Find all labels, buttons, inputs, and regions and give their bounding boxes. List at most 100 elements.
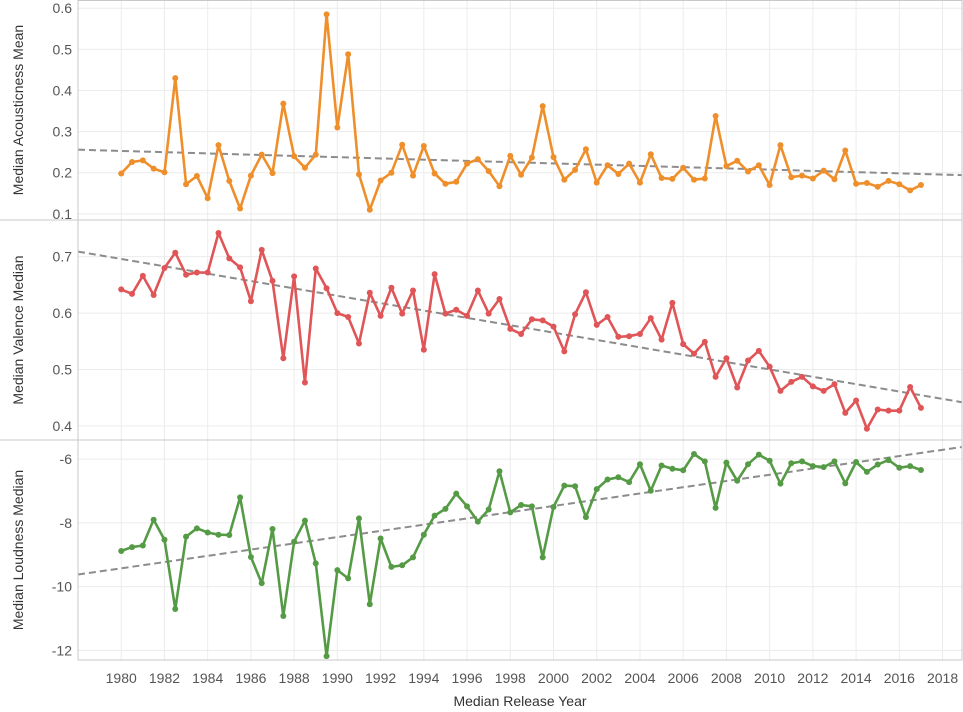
data-point — [215, 531, 222, 538]
data-point — [788, 174, 795, 181]
data-point — [690, 176, 697, 183]
data-point — [442, 310, 449, 317]
data-point — [226, 177, 233, 184]
y-axis-title: Median Valence Median — [10, 255, 26, 404]
data-point — [204, 529, 211, 536]
data-point — [118, 170, 125, 177]
data-point — [237, 205, 244, 212]
data-point — [842, 480, 849, 487]
y-axis-title: Median Loudness Median — [10, 470, 26, 630]
data-point — [582, 289, 589, 296]
data-point — [172, 75, 179, 82]
data-point — [345, 51, 352, 58]
data-point — [399, 562, 406, 569]
data-point — [809, 463, 816, 470]
plot-frame — [77, 0, 963, 661]
data-point — [129, 544, 136, 551]
data-point — [788, 378, 795, 385]
data-point — [399, 141, 406, 148]
data-point — [280, 355, 287, 362]
data-point — [561, 482, 568, 489]
data-point — [323, 285, 330, 292]
data-point — [917, 466, 924, 473]
data-point — [593, 486, 600, 493]
data-point — [809, 383, 816, 390]
data-point — [831, 176, 838, 183]
data-point — [690, 451, 697, 458]
data-point — [550, 154, 557, 161]
data-point — [193, 525, 200, 532]
data-point — [604, 314, 611, 321]
data-point — [204, 269, 211, 276]
data-point — [442, 505, 449, 512]
data-point — [334, 310, 341, 317]
x-tick-label: 1996 — [451, 670, 482, 686]
data-point — [572, 311, 579, 318]
y-tick-label: 0.6 — [53, 305, 73, 321]
data-point — [853, 397, 860, 404]
data-point — [853, 180, 860, 187]
data-point — [485, 310, 492, 317]
data-point — [745, 461, 752, 468]
data-point — [129, 159, 136, 166]
data-point — [334, 124, 341, 131]
data-point — [388, 284, 395, 291]
data-point — [474, 156, 481, 163]
data-point — [561, 348, 568, 355]
data-point — [453, 490, 460, 497]
y-tick-label: -12 — [52, 642, 72, 658]
data-point — [669, 175, 676, 182]
data-point — [377, 177, 384, 184]
data-point — [301, 517, 308, 524]
data-point — [561, 176, 568, 183]
data-point — [842, 409, 849, 416]
data-point — [615, 170, 622, 177]
y-tick-label: 0.5 — [53, 41, 73, 57]
data-point — [485, 506, 492, 513]
data-point — [755, 162, 762, 169]
data-point — [777, 142, 784, 149]
data-point — [788, 460, 795, 467]
data-point — [658, 462, 665, 469]
x-tick-label: 2010 — [754, 670, 785, 686]
data-point — [896, 464, 903, 471]
data-point — [604, 162, 611, 169]
data-point — [593, 321, 600, 328]
data-point — [258, 246, 265, 253]
data-point — [712, 112, 719, 119]
data-point — [712, 373, 719, 380]
data-point — [766, 182, 773, 189]
x-tick-label: 2006 — [668, 670, 699, 686]
x-tick-label: 2000 — [538, 670, 569, 686]
data-point — [420, 531, 427, 538]
data-point — [712, 504, 719, 511]
data-point — [658, 336, 665, 343]
data-point — [129, 290, 136, 297]
data-point — [809, 175, 816, 182]
data-point — [301, 164, 308, 171]
data-point — [247, 554, 254, 561]
data-point — [766, 363, 773, 370]
data-point — [161, 536, 168, 543]
data-point — [745, 168, 752, 175]
data-point — [518, 330, 525, 337]
data-point — [323, 11, 330, 18]
data-point — [366, 206, 373, 213]
data-point — [615, 474, 622, 481]
x-tick-label: 1984 — [192, 670, 223, 686]
data-point — [626, 160, 633, 167]
x-tick-label: 1994 — [408, 670, 439, 686]
x-tick-label: 1982 — [149, 670, 180, 686]
x-tick-label: 1990 — [322, 670, 353, 686]
data-point — [366, 289, 373, 296]
data-point — [291, 153, 298, 160]
x-tick-label: 2008 — [711, 670, 742, 686]
data-point — [453, 178, 460, 185]
data-point — [150, 292, 157, 299]
data-point — [820, 387, 827, 394]
data-point — [917, 182, 924, 189]
y-tick-label: 0.1 — [53, 206, 73, 222]
data-point — [842, 147, 849, 154]
x-tick-label: 2004 — [624, 670, 655, 686]
series-line — [120, 13, 922, 211]
